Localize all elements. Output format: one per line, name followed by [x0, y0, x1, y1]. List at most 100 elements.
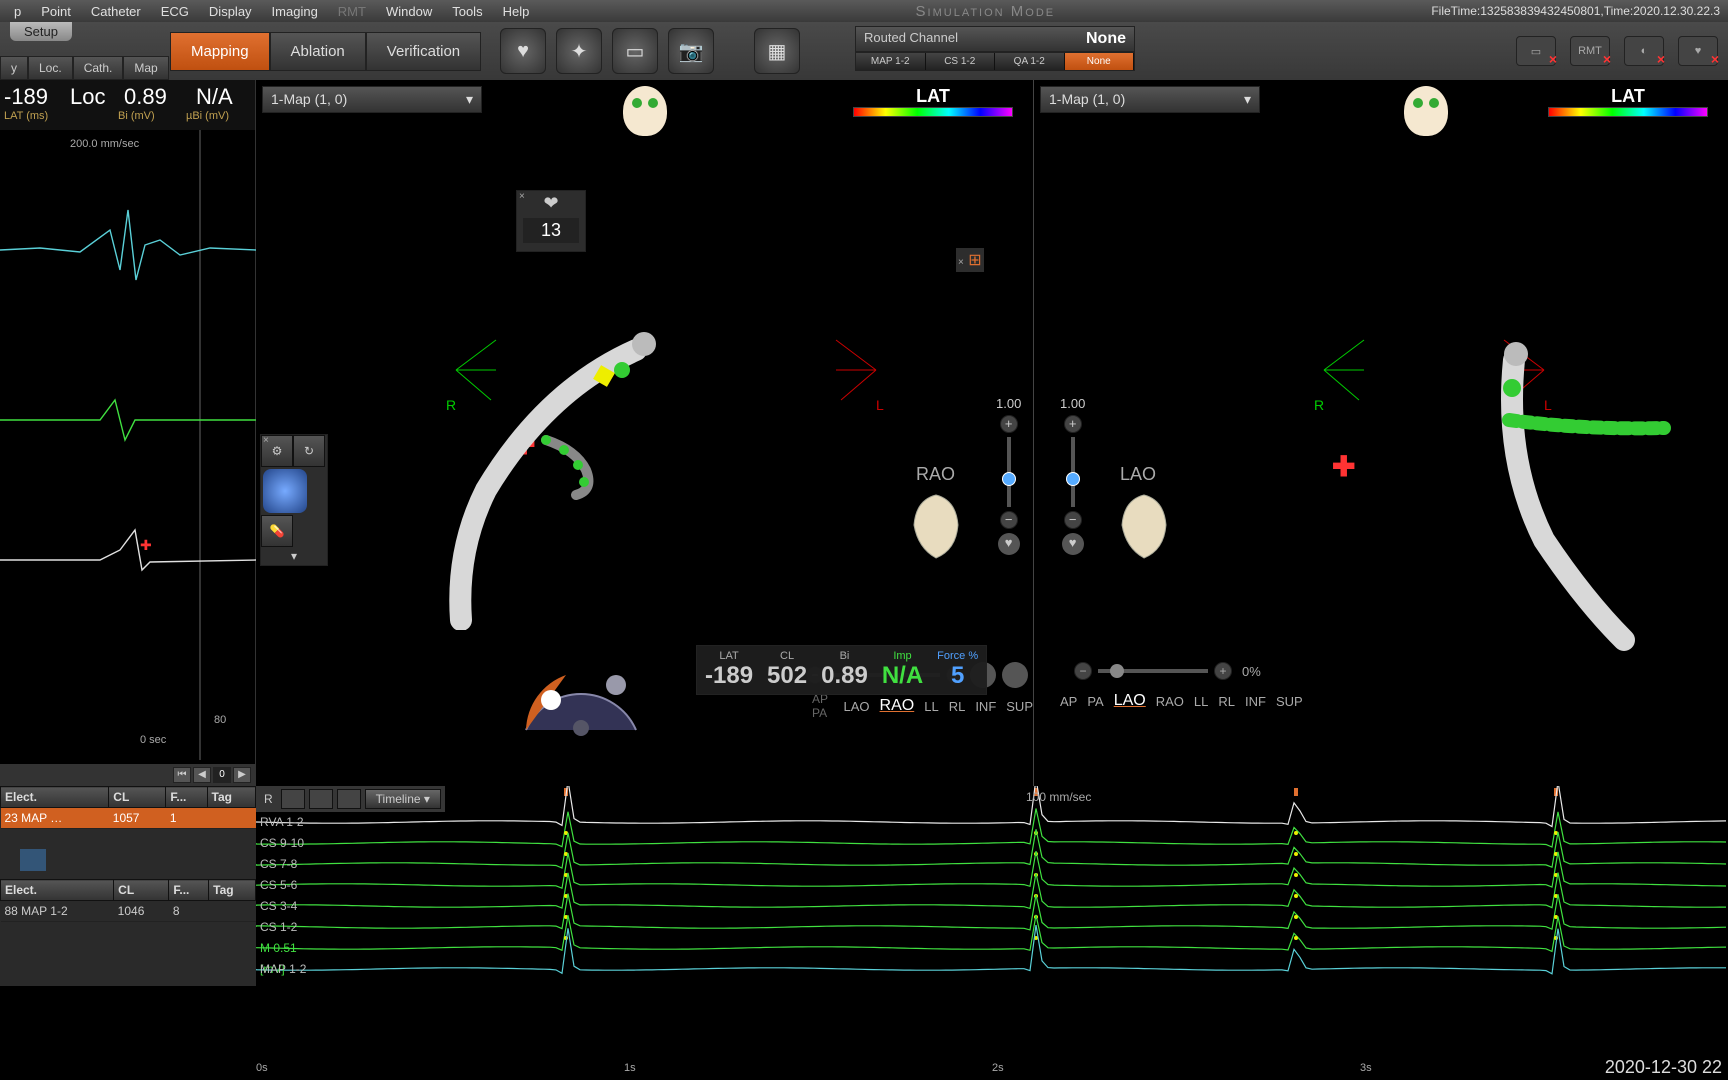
routed-cs12[interactable]: CS 1-2 — [926, 53, 996, 70]
menu-help[interactable]: Help — [493, 2, 540, 21]
heart-status-icon: ♥× — [1678, 36, 1718, 66]
status-icons: ▭× RMT× ◐× ♥× — [1516, 36, 1718, 66]
zoom-fit-left[interactable]: ♥ — [998, 533, 1020, 555]
strip-tool1[interactable] — [281, 789, 305, 809]
zoom-slider-right[interactable] — [1071, 437, 1075, 507]
tool-icons: ♥ ✦ ▭ 📷 ▦ — [500, 28, 800, 74]
vb-pa-r[interactable]: PA — [1087, 694, 1103, 709]
subtab-map[interactable]: Map — [123, 56, 168, 80]
mode-ablation[interactable]: Ablation — [270, 32, 366, 71]
setup-tab[interactable]: Setup — [10, 22, 72, 41]
left-ecg-panel: -189 LAT (ms) Loc 0.89 Bi (mV) N/A µBi (… — [0, 80, 256, 786]
subtab-cath[interactable]: Cath. — [73, 56, 124, 80]
expand-icon[interactable]: ▾ — [261, 547, 327, 565]
ecg-sec0: 0 sec — [140, 734, 166, 746]
subtab-loc[interactable]: Loc. — [28, 56, 73, 80]
menu-rmt: RMT — [328, 2, 376, 21]
menu-p[interactable]: p — [4, 2, 31, 21]
close-icon[interactable]: × — [519, 191, 525, 202]
zoom-control-left[interactable]: 1.00 + − ♥ — [996, 396, 1021, 555]
ecg-prev[interactable]: ◀ — [193, 767, 211, 783]
menu-display[interactable]: Display — [199, 2, 262, 21]
chan-cs12: CS 1-2 — [256, 917, 324, 938]
vb-lao-r[interactable]: LAO — [1114, 692, 1146, 710]
map-select-right[interactable]: 1-Map (1, 0) — [1040, 86, 1260, 113]
vb-ll-l[interactable]: LL — [924, 699, 938, 714]
menubar: p Point Catheter ECG Display Imaging RMT… — [0, 0, 1728, 22]
menu-imaging[interactable]: Imaging — [262, 2, 328, 21]
compass-icon[interactable]: ✦ — [556, 28, 602, 74]
routed-map12[interactable]: MAP 1-2 — [856, 53, 926, 70]
refresh-icon[interactable]: ↻ — [293, 435, 325, 467]
mode-tabs: Mapping Ablation Verification — [170, 32, 481, 71]
zoom-fit-right[interactable]: ♥ — [1062, 533, 1084, 555]
target-cross-right: ✚ — [1332, 450, 1355, 483]
routed-qa12[interactable]: QA 1-2 — [995, 53, 1065, 70]
vb-sup-l[interactable]: SUP — [1006, 699, 1033, 714]
points-table-1[interactable]: Elect.CLF...Tag 23 MAP …10571 — [0, 786, 256, 829]
vb-rl-l[interactable]: RL — [949, 699, 966, 714]
vb-lao-l[interactable]: LAO — [844, 699, 870, 714]
cube-icon[interactable] — [20, 849, 46, 871]
axis-l-icon: L — [816, 310, 936, 430]
right-3d-view[interactable]: 1-Map (1, 0) LAT R L ✚ 1.00 + − ♥ — [1034, 80, 1728, 786]
sphere-icon[interactable] — [1002, 662, 1028, 688]
window-icon[interactable]: ▦ — [754, 28, 800, 74]
menu-ecg[interactable]: ECG — [151, 2, 199, 21]
mode-mapping[interactable]: Mapping — [170, 32, 270, 71]
mode-verification[interactable]: Verification — [366, 32, 481, 71]
zoom-out-right[interactable]: − — [1064, 511, 1082, 529]
vb-rl-r[interactable]: RL — [1218, 694, 1235, 709]
close-icon[interactable]: × — [263, 435, 269, 446]
table-row[interactable]: 23 MAP …10571 — [1, 808, 256, 829]
ecg-pager: ⏮ ◀ 0 ▶ — [0, 764, 255, 786]
menu-tools[interactable]: Tools — [442, 2, 492, 21]
head-orientation-icon-r — [1404, 86, 1448, 136]
vb-inf-l[interactable]: INF — [975, 699, 996, 714]
map-select-left[interactable]: 1-Map (1, 0) — [262, 86, 482, 113]
heart-icon: ❤ — [517, 191, 585, 216]
table-row[interactable]: 88 MAP 1-210468 — [1, 901, 256, 922]
record-button[interactable] — [263, 469, 307, 513]
lat-label: LAT (ms) — [4, 110, 48, 122]
camera-icon[interactable]: 📷 — [668, 28, 714, 74]
zoom-control-right[interactable]: 1.00 + − ♥ — [1060, 396, 1085, 555]
vb-inf-r[interactable]: INF — [1245, 694, 1266, 709]
vb-ap-r[interactable]: AP — [1060, 694, 1077, 709]
screen-icon[interactable]: ▭ — [612, 28, 658, 74]
opacity-pct-right: 0% — [1242, 664, 1261, 679]
chan-rva: RVA 1-2 — [256, 812, 324, 833]
subtab-y[interactable]: y — [0, 56, 28, 80]
vb-ll-r[interactable]: LL — [1194, 694, 1208, 709]
vb-rao-r[interactable]: RAO — [1156, 694, 1184, 709]
zoom-in-left[interactable]: + — [1000, 415, 1018, 433]
ubi-value: N/A — [196, 84, 233, 110]
channel-labels: RVA 1-2 CS 9-10 CS 7-8 CS 5-6 CS 3-4 CS … — [256, 812, 324, 980]
ecg-prev2[interactable]: ⏮ — [173, 767, 191, 783]
strip-tool2[interactable] — [309, 789, 333, 809]
menu-catheter[interactable]: Catheter — [81, 2, 151, 21]
grid-icon-panel[interactable]: × ⊞ — [956, 248, 984, 272]
ecg-next[interactable]: ▶ — [233, 767, 251, 783]
routed-none[interactable]: None — [1065, 53, 1135, 70]
menu-window[interactable]: Window — [376, 2, 442, 21]
chan-cs34: CS 3-4 — [256, 896, 324, 917]
zoom-slider-left[interactable] — [1007, 437, 1011, 507]
strip-tool3[interactable] — [337, 789, 361, 809]
left-3d-view[interactable]: 1-Map (1, 0) LAT R L ✚ 1.00 + — [256, 80, 1034, 786]
zoom-out-left[interactable]: − — [1000, 511, 1018, 529]
vb-rao-l[interactable]: RAO — [880, 697, 915, 715]
menu-point[interactable]: Point — [31, 2, 81, 21]
opacity-slider-right[interactable]: −+ — [1074, 662, 1232, 680]
points-table-2[interactable]: Elect.CLF...Tag 88 MAP 1-210468 — [0, 879, 256, 922]
heart-add-icon[interactable]: ♥ — [500, 28, 546, 74]
point-counter-panel[interactable]: × ❤ 13 — [516, 190, 586, 252]
svg-text:L: L — [876, 397, 884, 413]
pills-icon[interactable]: 💊 — [261, 515, 293, 547]
zoom-in-right[interactable]: + — [1064, 415, 1082, 433]
view-buttons-right: AP PA LAO RAO LL RL INF SUP — [1060, 692, 1303, 710]
ecg-traces: ✚ — [0, 130, 256, 760]
vb-sup-r[interactable]: SUP — [1276, 694, 1303, 709]
timeline-button[interactable]: Timeline ▾ — [365, 789, 441, 809]
svg-text:R: R — [1314, 397, 1324, 413]
